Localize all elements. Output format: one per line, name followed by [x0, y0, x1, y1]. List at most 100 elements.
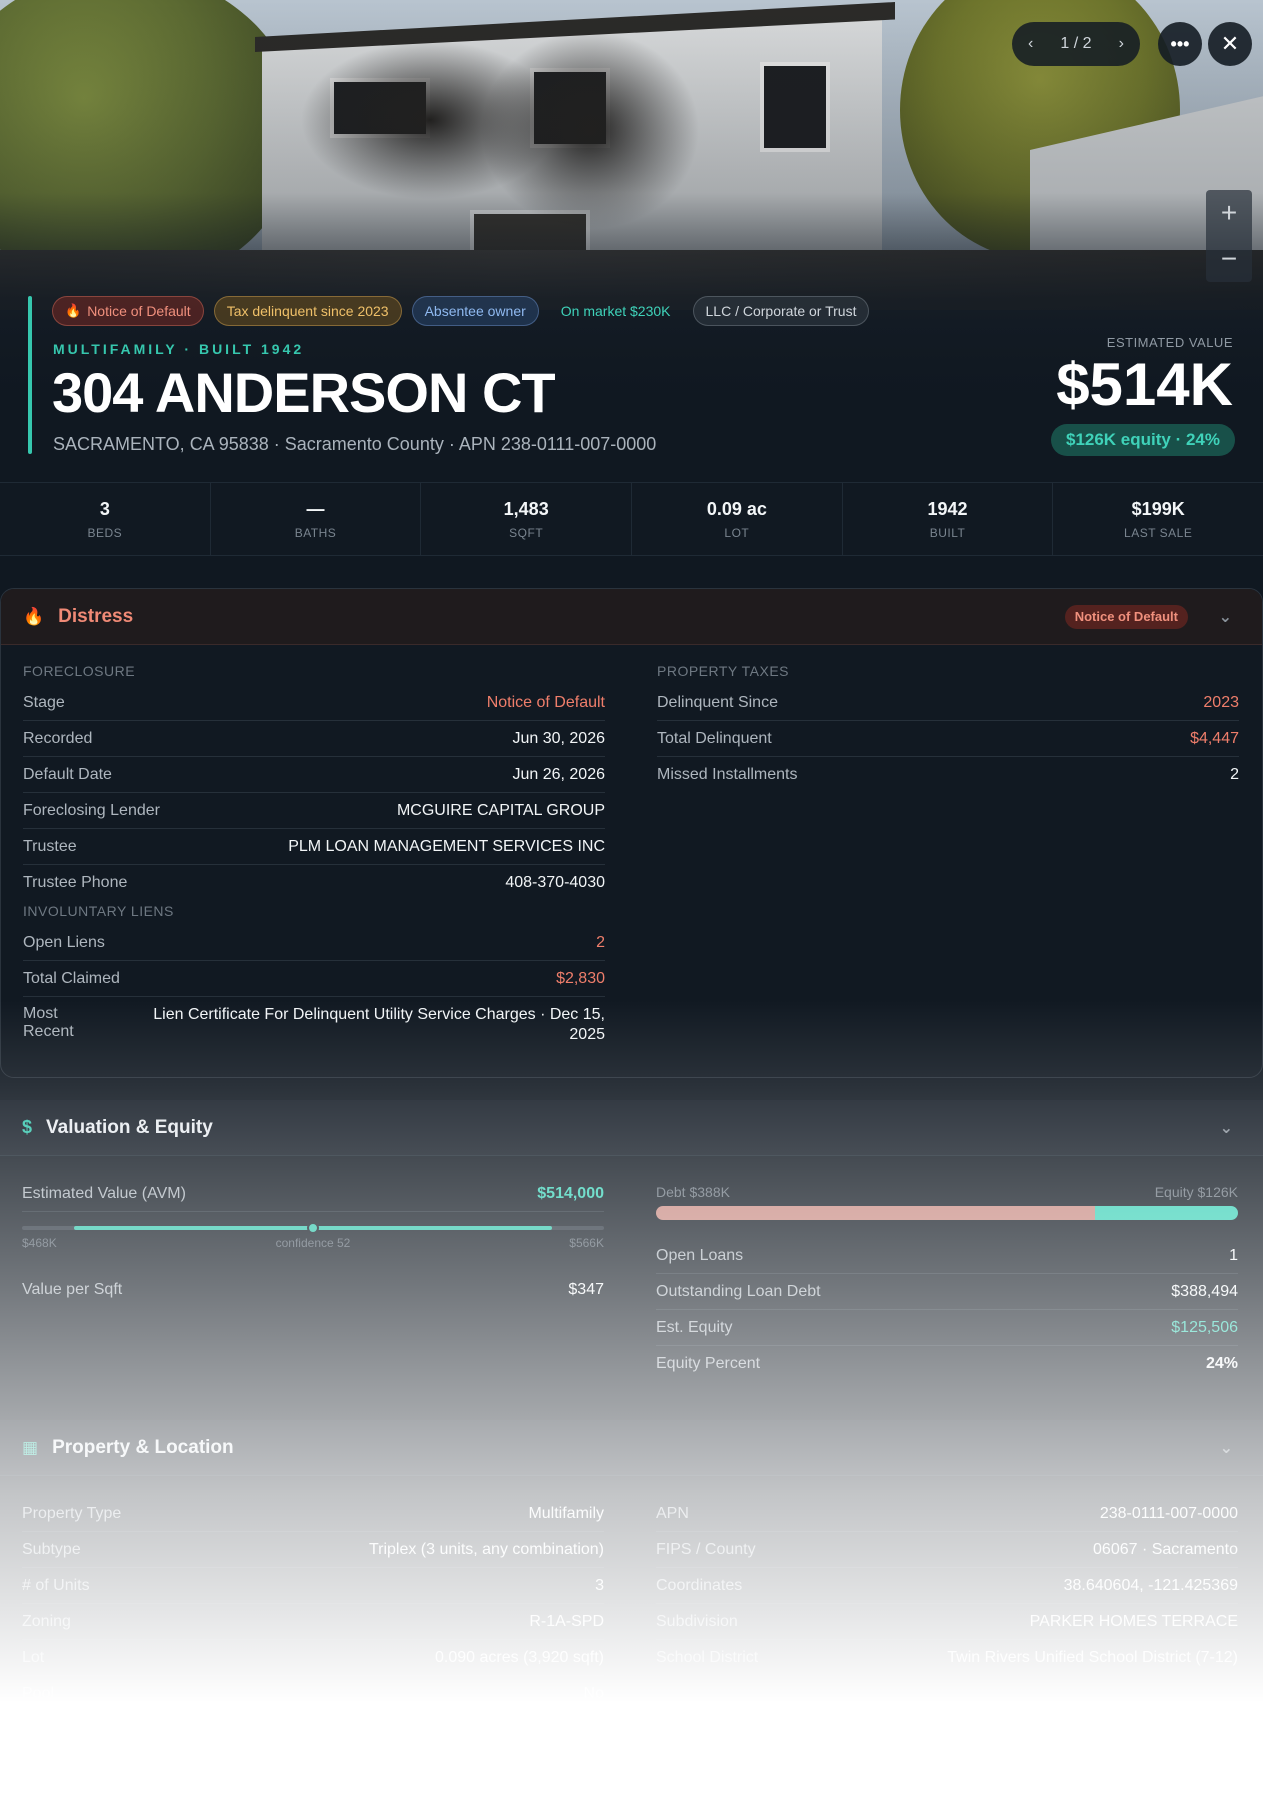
stat-label: LOT: [724, 526, 750, 540]
stat-value: 0.09 ac: [706, 499, 767, 519]
estimated-value: $514K: [1056, 351, 1233, 418]
tag-list: 🔥 Notice of Default Tax delinquent since…: [52, 296, 870, 326]
confidence-range-bar: [22, 1222, 604, 1234]
tag-label: LLC / Corporate or Trust: [705, 303, 857, 319]
detail-key: Recorded: [23, 729, 93, 747]
status-badge: Notice of Default: [1064, 605, 1188, 629]
tag-tax-delinquent[interactable]: Tax delinquent since 2023: [213, 296, 402, 326]
detail-row: Default Date Jun 26, 2026: [23, 757, 605, 793]
detail-key: Total Claimed: [23, 969, 120, 987]
property-location: SACRAMENTO, CA 95838 · Sacramento County…: [53, 434, 657, 454]
card-title: Property & Location: [52, 1436, 234, 1458]
property-taxes-section: PROPERTY TAXES Delinquent Since 2023 Tota…: [657, 663, 1239, 793]
detail-value: 1: [1229, 1246, 1238, 1264]
debt-equity-section: Debt $388K Equity $126K Open Loans 1 Outs…: [656, 1184, 1238, 1382]
chevron-down-icon[interactable]: ⌄: [1219, 1120, 1233, 1137]
detail-row: Open Liens 2: [23, 925, 605, 961]
detail-key: Equity Percent: [656, 1355, 761, 1372]
detail-key: Stage: [23, 693, 65, 711]
detail-value: $347: [568, 1281, 604, 1298]
chevron-right-icon[interactable]: ›: [1118, 35, 1124, 52]
distress-card: 🔥 Distress Notice of Default ⌄ FORECLOSU…: [0, 588, 1263, 1078]
zoom-out-button[interactable]: −: [1220, 243, 1238, 274]
tag-llc-owner[interactable]: LLC / Corporate or Trust: [692, 296, 870, 326]
detail-key: Coordinates: [656, 1576, 743, 1594]
detail-value: Multifamily: [528, 1504, 604, 1522]
detail-row: Property Type Multifamily: [22, 1496, 604, 1532]
debt-segment: [656, 1206, 1096, 1220]
stat-value: 3: [99, 499, 110, 519]
close-button[interactable]: ✕: [1208, 22, 1252, 66]
tag-on-market[interactable]: On market $230K: [549, 296, 683, 326]
detail-key: Est. Equity: [656, 1318, 733, 1336]
detail-value: 408-370-4030: [505, 874, 605, 891]
tag-absentee-owner[interactable]: Absentee owner: [411, 296, 539, 326]
property-details-right: APN 238-0111-007-0000 FIPS / County 06067 …: [656, 1496, 1238, 1676]
stat-beds: 3 BEDS: [0, 483, 211, 555]
detail-key: Estimated Value (AVM): [22, 1184, 186, 1202]
detail-key: Most Recent: [23, 1005, 74, 1040]
detail-value: 24%: [1205, 1355, 1238, 1372]
zoom-controls: + −: [1206, 190, 1252, 282]
stat-baths: — BATHS: [211, 483, 422, 555]
detail-key: Default Date: [23, 765, 112, 783]
more-options-button[interactable]: •••: [1158, 22, 1202, 66]
flame-icon: 🔥: [65, 303, 82, 318]
distress-header[interactable]: 🔥 Distress Notice of Default ⌄: [1, 589, 1262, 645]
estimated-value-label: ESTIMATED VALUE: [1106, 335, 1233, 350]
property-location-header[interactable]: ▦ Property & Location ⌄: [0, 1420, 1263, 1476]
detail-key: Open Loans: [656, 1246, 744, 1264]
stat-label: LAST SALE: [1124, 526, 1193, 540]
card-title: Distress: [58, 605, 134, 627]
foreclosure-section: FORECLOSURE Stage Notice of Default Recor…: [23, 663, 605, 1051]
detail-row: Est. Equity $125,506: [656, 1310, 1238, 1346]
detail-row: Trustee PLM LOAN MANAGEMENT SERVICES INC: [23, 829, 605, 865]
detail-row: Pool No: [22, 1676, 604, 1712]
debt-label: Debt $388K: [656, 1184, 730, 1200]
stat-last-sale: $199K LAST SALE: [1053, 483, 1263, 555]
dollar-icon: $: [22, 1117, 33, 1137]
detail-value: R-1A-SPD: [529, 1612, 604, 1630]
detail-row: Stage Notice of Default: [23, 685, 605, 721]
detail-value: Notice of Default: [486, 693, 605, 711]
valuation-header[interactable]: $ Valuation & Equity ⌄: [0, 1100, 1263, 1156]
detail-key: Trustee: [23, 837, 77, 855]
equity-badge: $126K equity · 24%: [1050, 424, 1235, 456]
detail-row: # of Units 3: [22, 1568, 604, 1604]
detail-row: APN 238-0111-007-0000: [656, 1496, 1238, 1532]
detail-value: 38.640604, -121.425369: [1063, 1576, 1238, 1594]
detail-row: Lot 0.090 acres (3,920 sqft): [22, 1640, 604, 1676]
detail-value: 2023: [1203, 693, 1239, 711]
stats-bar: 3 BEDS — BATHS 1,483 SQFT 0.09 ac LOT 1942 BU…: [0, 482, 1263, 556]
detail-key: Trustee Phone: [23, 874, 128, 891]
detail-key: Open Liens: [23, 933, 105, 951]
detail-value: MCGUIRE CAPITAL GROUP: [396, 801, 605, 819]
detail-key: Subtype: [22, 1540, 81, 1558]
detail-key: Outstanding Loan Debt: [656, 1282, 821, 1300]
valuation-card: $ Valuation & Equity ⌄ Estimated Value (…: [0, 1100, 1263, 1400]
detail-key: APN: [656, 1504, 689, 1522]
detail-row: Trustee Phone 408-370-4030: [23, 865, 605, 901]
zoom-in-button[interactable]: +: [1220, 197, 1238, 228]
detail-value: 06067 · Sacramento: [1093, 1540, 1238, 1558]
chevron-down-icon[interactable]: ⌄: [1218, 609, 1232, 626]
detail-row: Value per Sqft $347: [22, 1272, 604, 1308]
stat-value: —: [306, 499, 325, 519]
stat-sqft: 1,483 SQFT: [421, 483, 633, 555]
range-labels: $468K confidence 52 $566K: [22, 1236, 604, 1250]
detail-value: Jun 26, 2026: [512, 765, 605, 783]
detail-value: $4,447: [1190, 729, 1239, 747]
chevron-down-icon[interactable]: ⌄: [1219, 1440, 1233, 1457]
detail-value: Lien Certificate For Delinquent Utility …: [153, 1006, 605, 1043]
detail-row: FIPS / County 06067 · Sacramento: [656, 1532, 1238, 1568]
close-icon: ✕: [1220, 31, 1240, 56]
tag-notice-of-default[interactable]: 🔥 Notice of Default: [52, 296, 204, 326]
chevron-left-icon[interactable]: ‹: [1028, 35, 1034, 52]
property-subhead: MULTIFAMILY · BUILT 1942: [53, 341, 305, 357]
detail-key: Pool: [22, 1685, 55, 1702]
detail-row: Foreclosing Lender MCGUIRE CAPITAL GROUP: [23, 793, 605, 829]
detail-key: Zoning: [22, 1612, 71, 1630]
detail-row: Equity Percent 24%: [656, 1346, 1238, 1382]
stat-label: BUILT: [929, 526, 966, 540]
range-low: $468K: [22, 1236, 57, 1250]
